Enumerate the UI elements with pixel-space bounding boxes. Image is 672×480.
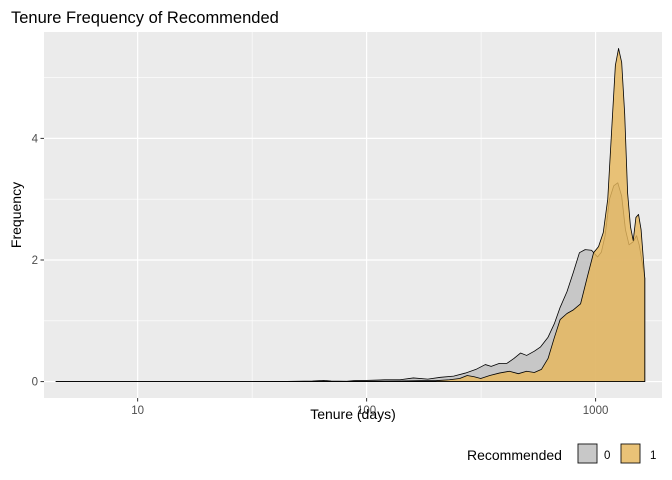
y-axis: 0 2 4 xyxy=(32,133,44,389)
legend-label-0: 0 xyxy=(604,450,610,462)
density-areas xyxy=(55,48,646,382)
y-axis-label: Frequency xyxy=(8,182,24,248)
x-axis: 10 100 1000 xyxy=(131,398,608,417)
legend-label-1: 1 xyxy=(650,450,656,462)
legend-swatch-1 xyxy=(620,443,641,464)
x-axis-label: Tenure (days) xyxy=(310,406,396,422)
y-tick-label: 0 xyxy=(32,377,38,389)
legend: Recommended 0 1 xyxy=(467,443,656,464)
y-tick-label: 4 xyxy=(32,133,39,145)
legend-title: Recommended xyxy=(467,447,562,463)
x-tick-label: 100 xyxy=(357,405,376,417)
y-tick-label: 2 xyxy=(32,255,38,267)
chart-title: Tenure Frequency of Recommended xyxy=(11,9,279,27)
x-tick-label: 1000 xyxy=(583,405,609,417)
legend-swatch-0 xyxy=(577,443,598,464)
density-area-1 xyxy=(55,48,646,382)
x-tick-label: 10 xyxy=(131,405,144,417)
